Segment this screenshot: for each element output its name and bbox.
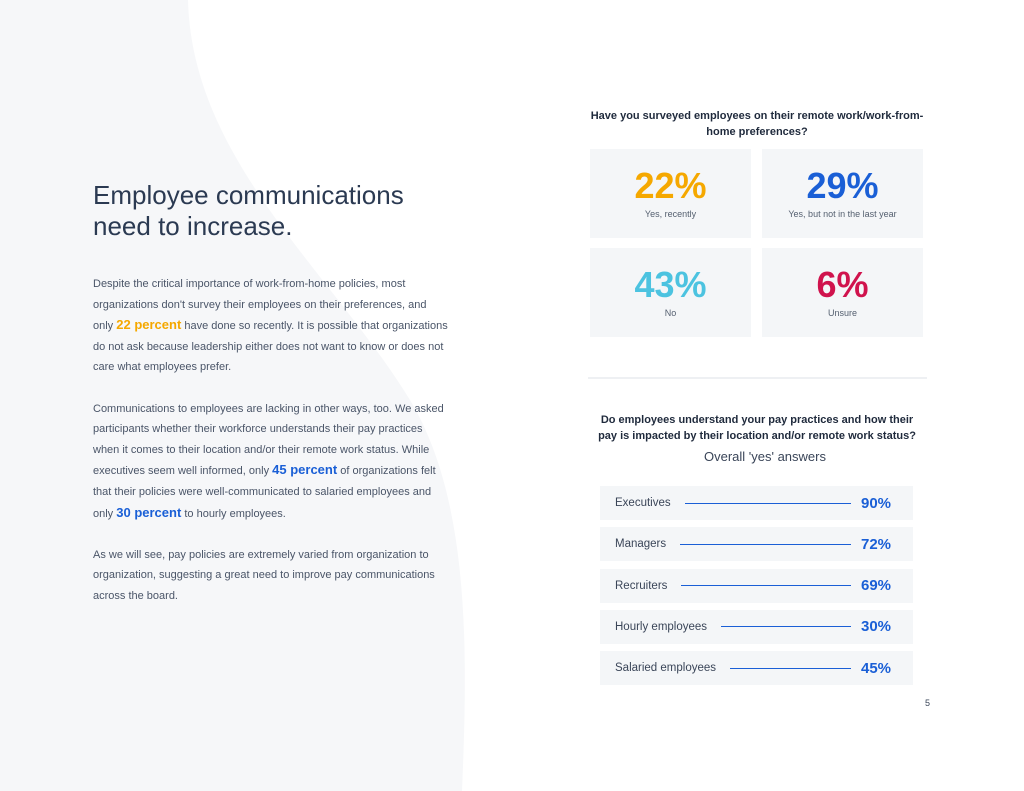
stat-card: 29% Yes, but not in the last year xyxy=(762,149,923,238)
row-label: Hourly employees xyxy=(615,620,708,633)
text-run: of organizations felt that their policie… xyxy=(93,465,436,520)
stat-value: 29% xyxy=(806,165,879,206)
row-value: 30% xyxy=(861,618,892,636)
row-value: 72% xyxy=(861,535,892,553)
text-run: to hourly employees. xyxy=(181,507,286,520)
stat-card: 6% Unsure xyxy=(762,248,923,337)
text-run: Communications to employees are lacking … xyxy=(93,402,444,478)
survey-question: Do employees understand your pay practic… xyxy=(598,414,916,442)
heading: Employee communications need to increase… xyxy=(93,180,404,241)
leader-line xyxy=(684,502,851,504)
leader-line xyxy=(730,667,851,669)
leader-line xyxy=(681,585,851,587)
stat-label: Yes, but not in the last year xyxy=(788,209,897,219)
highlight: 45 percent xyxy=(272,462,338,478)
result-row: Salaried employees 45% xyxy=(600,651,913,686)
survey-question: Have you surveyed employees on their rem… xyxy=(590,110,924,138)
row-value: 69% xyxy=(861,577,892,595)
stat-value: 43% xyxy=(634,264,707,305)
row-label: Executives xyxy=(615,497,671,509)
stat-label: Unsure xyxy=(827,308,857,318)
row-label: Managers xyxy=(615,538,667,551)
text-run: have done so recently. It is possible th… xyxy=(93,320,448,374)
divider xyxy=(588,377,927,379)
stat-label: Yes, recently xyxy=(644,209,697,219)
stat-card: 43% No xyxy=(590,248,751,337)
result-row: Executives 90% xyxy=(600,486,913,520)
page-number: 5 xyxy=(925,698,931,708)
text-run: As we will see, pay policies are extreme… xyxy=(93,548,435,602)
stat-card: 22% Yes, recently xyxy=(590,149,751,238)
text-run: Despite the critical importance of work-… xyxy=(93,278,427,333)
body-text: Despite the critical importance of work-… xyxy=(93,274,448,627)
paragraph: Despite the critical importance of work-… xyxy=(93,274,448,378)
result-row: Hourly employees 30% xyxy=(600,609,913,644)
result-row: Managers 72% xyxy=(600,527,913,562)
subtitle: Overall 'yes' answers xyxy=(703,449,826,464)
stat-value: 6% xyxy=(816,264,869,305)
highlight: 22 percent xyxy=(116,317,182,333)
paragraph: As we will see, pay policies are extreme… xyxy=(93,545,448,607)
row-label: Recruiters xyxy=(615,579,668,592)
highlight: 30 percent xyxy=(116,504,182,520)
row-value: 45% xyxy=(861,659,892,677)
row-value: 90% xyxy=(861,494,892,512)
stat-label: No xyxy=(664,308,677,318)
leader-line xyxy=(721,626,851,628)
paragraph: Communications to employees are lacking … xyxy=(93,399,448,525)
leader-line xyxy=(680,543,851,545)
result-row: Recruiters 69% xyxy=(600,568,913,603)
stat-value: 22% xyxy=(634,165,707,206)
row-label: Salaried employees xyxy=(615,662,717,675)
